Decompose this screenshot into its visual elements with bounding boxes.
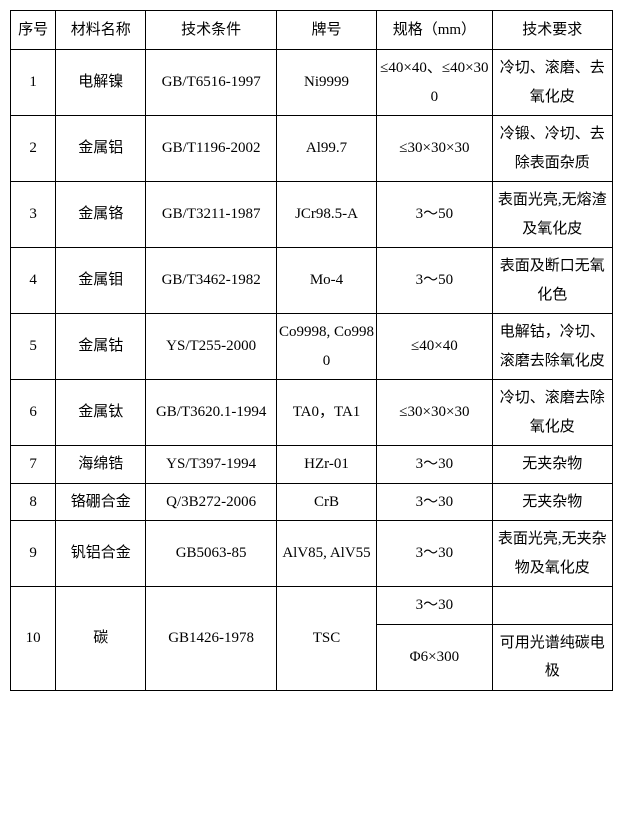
table-row: 6 金属钛 GB/T3620.1-1994 TA0，TA1 ≤30×30×30 … bbox=[11, 380, 613, 446]
cell-spec: 3～30 bbox=[377, 521, 492, 587]
table-row: 1 电解镍 GB/T6516-1997 Ni9999 ≤40×40、≤40×30… bbox=[11, 50, 613, 116]
header-idx: 序号 bbox=[11, 11, 56, 50]
header-req: 技术要求 bbox=[492, 11, 612, 50]
cell-idx: 8 bbox=[11, 483, 56, 521]
cell-name: 金属钼 bbox=[56, 248, 146, 314]
cell-req: 无夹杂物 bbox=[492, 446, 612, 484]
cell-req: 无夹杂物 bbox=[492, 483, 612, 521]
table-row: 2 金属铝 GB/T1196-2002 Al99.7 ≤30×30×30 冷锻、… bbox=[11, 116, 613, 182]
cell-spec: ≤30×30×30 bbox=[377, 116, 492, 182]
cell-grade: Co9998, Co9980 bbox=[276, 314, 376, 380]
cell-name: 钒铝合金 bbox=[56, 521, 146, 587]
cell-spec: 3～30 bbox=[377, 483, 492, 521]
table-row: 7 海绵锆 YS/T397-1994 HZr-01 3～30 无夹杂物 bbox=[11, 446, 613, 484]
cell-idx: 3 bbox=[11, 182, 56, 248]
cell-grade: TA0，TA1 bbox=[276, 380, 376, 446]
cell-cond: Q/3B272-2006 bbox=[146, 483, 276, 521]
table-row: 5 金属钴 YS/T255-2000 Co9998, Co9980 ≤40×40… bbox=[11, 314, 613, 380]
cell-cond: GB/T3462-1982 bbox=[146, 248, 276, 314]
cell-spec: 3～50 bbox=[377, 248, 492, 314]
cell-grade: Mo-4 bbox=[276, 248, 376, 314]
cell-cond: GB/T3620.1-1994 bbox=[146, 380, 276, 446]
table-row: 9 钒铝合金 GB5063-85 AlV85, AlV55 3～30 表面光亮,… bbox=[11, 521, 613, 587]
cell-name: 电解镍 bbox=[56, 50, 146, 116]
cell-cond: GB/T1196-2002 bbox=[146, 116, 276, 182]
cell-spec: ≤30×30×30 bbox=[377, 380, 492, 446]
table-row: 8 铬硼合金 Q/3B272-2006 CrB 3～30 无夹杂物 bbox=[11, 483, 613, 521]
cell-grade: Ni9999 bbox=[276, 50, 376, 116]
cell-grade: AlV85, AlV55 bbox=[276, 521, 376, 587]
cell-req bbox=[492, 587, 612, 625]
cell-idx: 4 bbox=[11, 248, 56, 314]
materials-table: 序号 材料名称 技术条件 牌号 规格（mm） 技术要求 1 电解镍 GB/T65… bbox=[10, 10, 613, 691]
cell-grade: Al99.7 bbox=[276, 116, 376, 182]
cell-spec: Φ6×300 bbox=[377, 624, 492, 690]
cell-idx: 9 bbox=[11, 521, 56, 587]
header-cond: 技术条件 bbox=[146, 11, 276, 50]
header-row: 序号 材料名称 技术条件 牌号 规格（mm） 技术要求 bbox=[11, 11, 613, 50]
cell-req: 表面光亮,无熔渣及氧化皮 bbox=[492, 182, 612, 248]
cell-cond: GB5063-85 bbox=[146, 521, 276, 587]
cell-spec: 3～30 bbox=[377, 446, 492, 484]
table-row: 4 金属钼 GB/T3462-1982 Mo-4 3～50 表面及断口无氧化色 bbox=[11, 248, 613, 314]
table-row: 3 金属铬 GB/T3211-1987 JCr98.5-A 3～50 表面光亮,… bbox=[11, 182, 613, 248]
header-name: 材料名称 bbox=[56, 11, 146, 50]
cell-spec: 3～30 bbox=[377, 587, 492, 625]
cell-name: 碳 bbox=[56, 587, 146, 691]
cell-name: 金属铬 bbox=[56, 182, 146, 248]
cell-name: 海绵锆 bbox=[56, 446, 146, 484]
cell-idx: 7 bbox=[11, 446, 56, 484]
cell-spec: ≤40×40、≤40×300 bbox=[377, 50, 492, 116]
table-row: 10 碳 GB1426-1978 TSC 3～30 bbox=[11, 587, 613, 625]
cell-name: 金属钴 bbox=[56, 314, 146, 380]
cell-req: 冷切、滚磨去除氧化皮 bbox=[492, 380, 612, 446]
cell-idx: 5 bbox=[11, 314, 56, 380]
cell-grade: HZr-01 bbox=[276, 446, 376, 484]
cell-name: 金属钛 bbox=[56, 380, 146, 446]
header-grade: 牌号 bbox=[276, 11, 376, 50]
cell-cond: YS/T397-1994 bbox=[146, 446, 276, 484]
cell-idx: 2 bbox=[11, 116, 56, 182]
cell-req: 冷切、滚磨、去氧化皮 bbox=[492, 50, 612, 116]
cell-req: 电解钴，冷切、滚磨去除氧化皮 bbox=[492, 314, 612, 380]
cell-cond: GB/T3211-1987 bbox=[146, 182, 276, 248]
cell-req: 表面光亮,无夹杂物及氧化皮 bbox=[492, 521, 612, 587]
cell-grade: JCr98.5-A bbox=[276, 182, 376, 248]
cell-req: 可用光谱纯碳电极 bbox=[492, 624, 612, 690]
header-spec: 规格（mm） bbox=[377, 11, 492, 50]
cell-req: 冷锻、冷切、去除表面杂质 bbox=[492, 116, 612, 182]
cell-idx: 1 bbox=[11, 50, 56, 116]
cell-spec: ≤40×40 bbox=[377, 314, 492, 380]
cell-req: 表面及断口无氧化色 bbox=[492, 248, 612, 314]
cell-cond: GB1426-1978 bbox=[146, 587, 276, 691]
cell-cond: YS/T255-2000 bbox=[146, 314, 276, 380]
cell-idx: 6 bbox=[11, 380, 56, 446]
cell-name: 金属铝 bbox=[56, 116, 146, 182]
cell-idx: 10 bbox=[11, 587, 56, 691]
cell-name: 铬硼合金 bbox=[56, 483, 146, 521]
cell-grade: TSC bbox=[276, 587, 376, 691]
cell-grade: CrB bbox=[276, 483, 376, 521]
cell-spec: 3～50 bbox=[377, 182, 492, 248]
cell-cond: GB/T6516-1997 bbox=[146, 50, 276, 116]
